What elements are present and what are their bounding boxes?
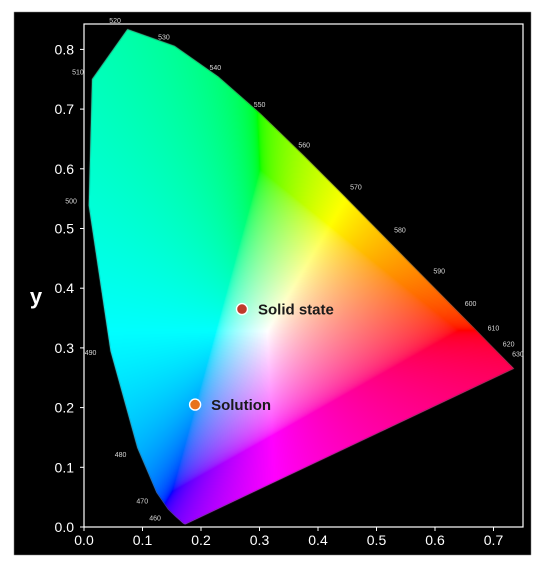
y-axis-title: y: [30, 284, 43, 309]
y-tick-label: 0.2: [55, 400, 75, 416]
wavelength-label: 510: [72, 69, 84, 76]
x-tick-label: 0.2: [191, 532, 211, 548]
wavelength-label: 490: [85, 350, 97, 357]
wavelength-label: 570: [350, 185, 362, 192]
x-tick-label: 0.3: [250, 532, 270, 548]
x-tick-label: 0.4: [308, 532, 328, 548]
wavelength-label: 460: [149, 516, 161, 523]
wavelength-label: 600: [465, 301, 477, 308]
x-tick-label: 0.0: [74, 532, 94, 548]
wavelength-label: 540: [209, 65, 221, 72]
data-point-label: Solid state: [258, 302, 334, 319]
x-tick-label: 0.6: [425, 532, 445, 548]
data-point-marker: [188, 398, 202, 411]
y-tick-label: 0.4: [55, 280, 75, 296]
y-tick-label: 0.6: [55, 161, 75, 177]
y-tick-label: 0.0: [55, 519, 75, 535]
cie-corner-label: CIE1931: [488, 561, 527, 572]
x-tick-label: 0.1: [133, 532, 153, 548]
x-tick-label: 0.5: [367, 532, 387, 548]
wavelength-label: 550: [254, 102, 266, 109]
spectral-locus-outline: [88, 28, 515, 525]
wavelength-label: 630: [512, 352, 524, 359]
wavelength-label: 610: [488, 326, 500, 333]
y-tick-label: 0.7: [55, 101, 75, 117]
y-tick-label: 0.1: [55, 459, 75, 475]
wavelength-label: 500: [65, 198, 77, 205]
x-axis-title: x: [296, 548, 309, 573]
wavelength-label: 530: [158, 34, 170, 41]
x-tick-label: 0.7: [484, 532, 504, 548]
data-point-marker: [235, 302, 249, 316]
wavelength-label: 480: [115, 452, 127, 459]
plot-frame: [83, 23, 524, 528]
y-tick-label: 0.3: [55, 340, 75, 356]
wavelength-label: 620: [503, 342, 515, 349]
data-point-label: Solution: [211, 397, 271, 414]
y-tick-label: 0.5: [55, 221, 75, 237]
wavelength-label: 590: [433, 268, 445, 275]
wavelength-label: 580: [394, 228, 406, 235]
y-tick-label: 0.8: [55, 41, 75, 57]
wavelength-label: 520: [109, 18, 121, 25]
wavelength-label: 560: [298, 143, 310, 150]
wavelength-label: 470: [136, 498, 148, 505]
